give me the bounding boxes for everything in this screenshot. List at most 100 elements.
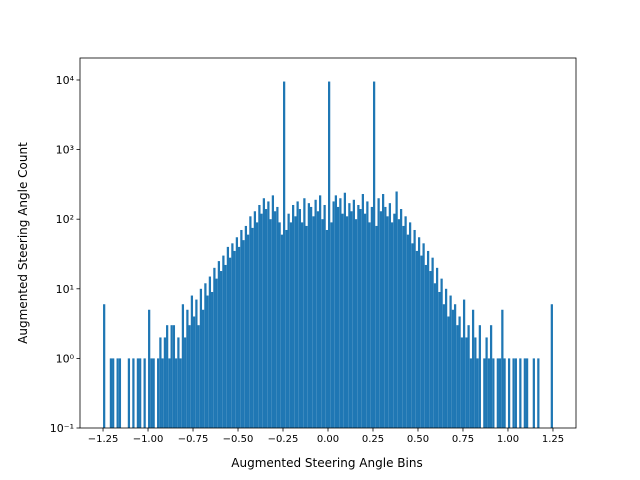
bar	[417, 237, 421, 428]
bar	[363, 213, 367, 428]
bar	[157, 358, 160, 428]
bar	[384, 206, 387, 428]
bar	[303, 198, 306, 428]
bar	[503, 358, 506, 428]
bar	[487, 358, 490, 428]
bar	[438, 291, 441, 428]
bar	[242, 240, 245, 428]
bar	[316, 211, 320, 428]
y-tick-label: 10⁴	[56, 74, 75, 87]
bar	[354, 219, 358, 428]
bar	[276, 206, 279, 428]
bar	[525, 358, 529, 428]
bar	[321, 219, 324, 428]
bar	[467, 325, 470, 428]
bar	[370, 206, 373, 428]
bar	[310, 206, 313, 428]
bar	[496, 358, 499, 428]
bar	[339, 198, 342, 428]
bar	[465, 337, 468, 428]
bar	[211, 291, 214, 428]
bar	[489, 325, 493, 428]
bar	[166, 325, 169, 428]
bar	[224, 264, 227, 428]
bar	[397, 219, 400, 428]
bar	[359, 209, 362, 428]
bar	[404, 216, 407, 428]
bar	[460, 337, 463, 428]
bar	[283, 81, 286, 428]
bar	[406, 234, 409, 428]
bar	[334, 195, 337, 428]
bar	[188, 325, 191, 428]
bar	[485, 337, 488, 428]
x-tick-label: −0.50	[223, 434, 254, 445]
bar	[319, 195, 322, 428]
bar	[366, 201, 369, 428]
bar	[474, 337, 477, 428]
bar	[170, 325, 173, 428]
x-tick-label: 0.50	[407, 434, 429, 445]
y-tick-label: 10⁻¹	[50, 422, 74, 435]
bar	[372, 81, 376, 428]
bar	[332, 201, 335, 428]
y-tick-label: 10³	[56, 144, 74, 157]
bar	[269, 219, 272, 428]
bar	[426, 250, 430, 428]
y-tick-label: 10⁰	[56, 352, 75, 365]
bar	[323, 204, 326, 428]
bar	[440, 278, 443, 428]
bar	[274, 211, 277, 428]
bar	[256, 222, 259, 428]
bar	[240, 229, 243, 428]
bar	[471, 309, 475, 428]
bar	[483, 358, 486, 428]
bar	[251, 227, 254, 428]
bar	[341, 213, 344, 428]
bar	[249, 216, 252, 428]
x-tick-label: 0.00	[317, 434, 339, 445]
bar	[235, 237, 239, 428]
bar	[393, 213, 396, 428]
bar	[377, 198, 380, 428]
bar	[112, 358, 115, 428]
bar	[229, 257, 232, 428]
bar	[150, 358, 153, 428]
x-tick-label: 0.25	[362, 434, 384, 445]
bar	[379, 211, 382, 428]
bar	[523, 358, 526, 428]
bar	[512, 358, 515, 428]
bar	[501, 309, 504, 428]
bar	[148, 309, 151, 428]
bar	[215, 278, 218, 428]
bar	[444, 288, 448, 428]
bar	[492, 358, 495, 428]
x-tick-label: 1.25	[542, 434, 564, 445]
x-tick-label: −1.25	[88, 434, 119, 445]
bar	[152, 358, 155, 428]
bar	[289, 222, 293, 428]
bar	[458, 316, 461, 428]
bar	[429, 271, 432, 428]
bar	[222, 255, 225, 428]
bar	[127, 358, 131, 428]
bar	[186, 309, 189, 428]
bar	[181, 304, 185, 428]
bar	[415, 250, 418, 428]
bar	[352, 199, 355, 428]
bar	[238, 246, 241, 428]
bar	[177, 337, 180, 428]
bar	[478, 325, 481, 428]
bar	[381, 194, 385, 428]
bar	[168, 358, 171, 428]
bar	[143, 358, 146, 428]
bar	[294, 216, 297, 428]
bar	[159, 337, 162, 428]
bar	[193, 316, 196, 428]
bar	[244, 225, 248, 428]
bar	[395, 191, 398, 428]
bar	[278, 222, 281, 428]
bar	[220, 271, 223, 428]
bar	[451, 309, 454, 428]
